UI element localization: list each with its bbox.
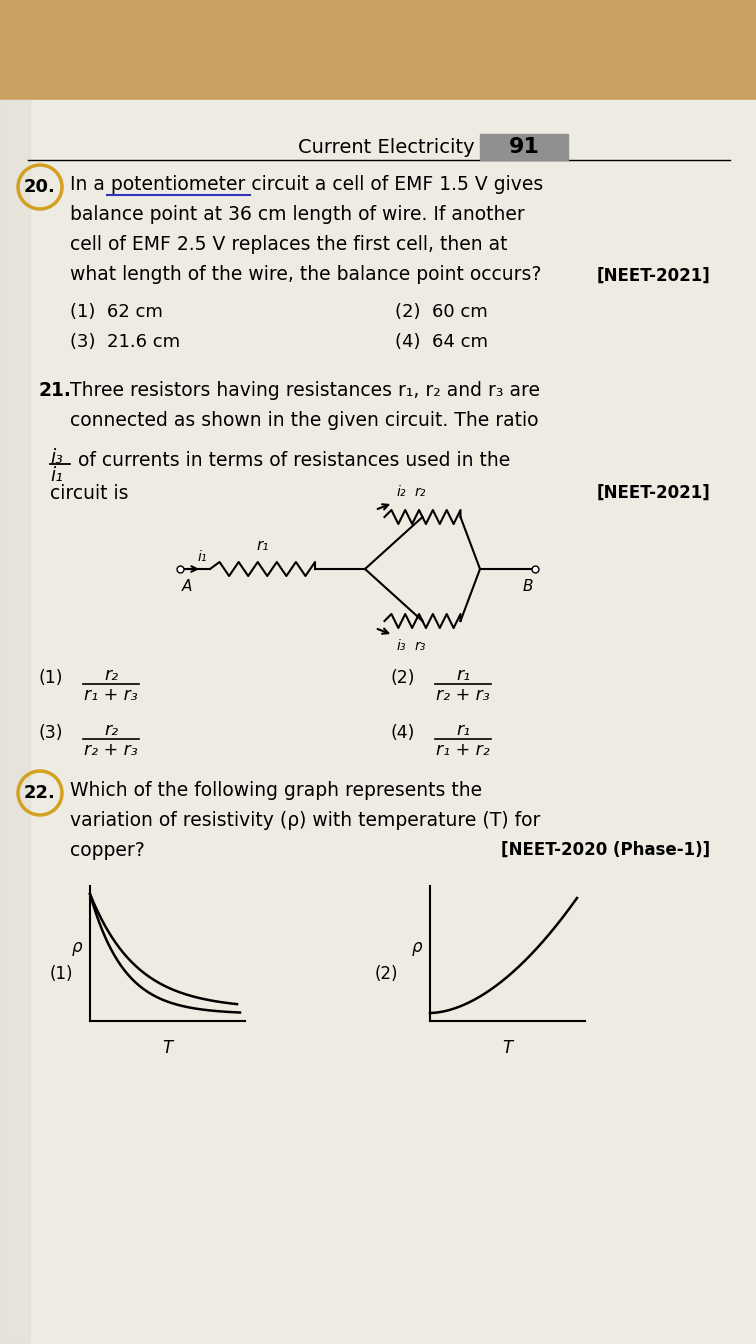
Text: In a potentiometer circuit a cell of EMF 1.5 V gives: In a potentiometer circuit a cell of EMF… — [70, 175, 544, 194]
Text: 91: 91 — [509, 137, 540, 157]
Text: r₂: r₂ — [415, 485, 426, 499]
Text: what length of the wire, the balance point occurs?: what length of the wire, the balance poi… — [70, 265, 541, 284]
Text: cell of EMF 2.5 V replaces the first cell, then at: cell of EMF 2.5 V replaces the first cel… — [70, 235, 507, 254]
Text: r₃: r₃ — [415, 638, 426, 653]
Bar — [0, 0, 756, 130]
Text: (2)  60 cm: (2) 60 cm — [395, 302, 488, 321]
Text: (1): (1) — [38, 669, 63, 687]
Text: r₂ + r₃: r₂ + r₃ — [84, 741, 138, 759]
Text: (1)  62 cm: (1) 62 cm — [70, 302, 163, 321]
Text: ρ: ρ — [411, 938, 422, 956]
Text: i₂: i₂ — [397, 485, 407, 499]
Text: r₁: r₁ — [456, 667, 470, 684]
Text: Three resistors having resistances r₁, r₂ and r₃ are: Three resistors having resistances r₁, r… — [70, 380, 540, 401]
Text: r₂ + r₃: r₂ + r₃ — [436, 685, 490, 704]
Bar — [480, 134, 568, 160]
Text: (3)  21.6 cm: (3) 21.6 cm — [70, 333, 180, 351]
Text: (2): (2) — [375, 965, 398, 982]
Text: i₃: i₃ — [50, 448, 63, 466]
Text: (4)  64 cm: (4) 64 cm — [395, 333, 488, 351]
Text: r₁: r₁ — [456, 720, 470, 739]
Text: r₂: r₂ — [104, 720, 118, 739]
Text: ρ: ρ — [72, 938, 82, 956]
Text: i₁: i₁ — [50, 466, 63, 485]
Text: [NEET-2021]: [NEET-2021] — [596, 267, 710, 285]
Text: A: A — [182, 579, 192, 594]
Text: balance point at 36 cm length of wire. If another: balance point at 36 cm length of wire. I… — [70, 206, 525, 224]
Text: (2): (2) — [390, 669, 414, 687]
Text: (3): (3) — [38, 724, 63, 742]
Text: copper?: copper? — [70, 841, 144, 860]
Text: B: B — [522, 579, 533, 594]
Text: (1): (1) — [50, 965, 73, 982]
Text: r₁ + r₂: r₁ + r₂ — [436, 741, 490, 759]
Text: T: T — [163, 1039, 172, 1056]
Text: Current Electricity: Current Electricity — [299, 138, 475, 157]
Text: [NEET-2021]: [NEET-2021] — [596, 484, 710, 503]
Text: Which of the following graph represents the: Which of the following graph represents … — [70, 781, 482, 800]
Text: r₂: r₂ — [104, 667, 118, 684]
Bar — [0, 99, 30, 1344]
Text: variation of resistivity (ρ) with temperature (T) for: variation of resistivity (ρ) with temper… — [70, 810, 541, 831]
Text: connected as shown in the given circuit. The ratio: connected as shown in the given circuit.… — [70, 411, 538, 430]
Text: r₁ + r₃: r₁ + r₃ — [84, 685, 138, 704]
Text: T: T — [503, 1039, 513, 1056]
Text: i₁: i₁ — [198, 550, 207, 564]
Text: of currents in terms of resistances used in the: of currents in terms of resistances used… — [78, 452, 510, 470]
Text: circuit is: circuit is — [50, 484, 129, 503]
Text: r₁: r₁ — [256, 538, 268, 552]
Text: 22.: 22. — [24, 784, 56, 802]
Text: 21.: 21. — [38, 380, 71, 401]
Text: (4): (4) — [390, 724, 414, 742]
Text: i₃: i₃ — [397, 638, 407, 653]
Text: [NEET-2020 (Phase-1)]: [NEET-2020 (Phase-1)] — [501, 841, 710, 859]
Text: 20.: 20. — [24, 177, 56, 196]
